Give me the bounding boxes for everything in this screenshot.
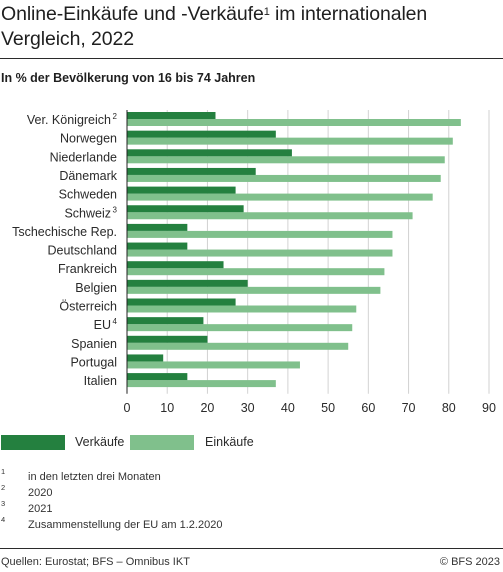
category-label: Portugal xyxy=(70,355,117,369)
bar-chart: 0 10 20 30 40 50 60 70 80 90 Ver. Königreich 2 Norwe… xyxy=(12,110,496,415)
footnote-text: Zusammenstellung der EU am 1.2.2020 xyxy=(28,519,223,531)
bar-verkaeufe xyxy=(127,149,292,157)
bar-verkaeufe xyxy=(127,335,208,343)
category-label: Ver. Königreich xyxy=(27,113,111,127)
category-label: Schweden xyxy=(59,188,117,202)
bar-verkaeufe xyxy=(127,317,204,325)
bar-verkaeufe xyxy=(127,373,188,381)
legend-label-verkaeufe: Verkäufe xyxy=(75,435,125,449)
legend-swatch-einkaeufe xyxy=(130,435,194,450)
bar-verkaeufe xyxy=(127,130,276,138)
footnote-text: 2020 xyxy=(28,487,53,499)
footnote-4: 4 Zusammenstellung der EU am 1.2.2020 xyxy=(0,515,503,533)
category-label: Dänemark xyxy=(59,169,117,183)
category-label: Norwegen xyxy=(60,132,117,146)
bar-einkaeufe xyxy=(127,212,413,220)
bar-verkaeufe xyxy=(127,112,216,119)
bar-verkaeufe xyxy=(127,242,188,250)
bar-verkaeufe xyxy=(127,279,248,287)
category-label: Spanien xyxy=(71,337,117,351)
bar-verkaeufe xyxy=(127,261,224,269)
bar-einkaeufe xyxy=(127,361,300,369)
title-divider xyxy=(0,58,503,59)
bar-einkaeufe xyxy=(127,174,441,182)
x-tick-label: 20 xyxy=(200,401,214,415)
chart-title: Online-Einkäufe und -Verkäufe1 im intern… xyxy=(1,2,501,52)
footnote-number: 4 xyxy=(1,515,6,524)
source-note: Quellen: Eurostat; BFS – Omnibus IKT xyxy=(1,556,190,568)
x-tick-label: 90 xyxy=(482,401,496,415)
category-label: Deutschland xyxy=(48,244,118,258)
bar-verkaeufe xyxy=(127,205,244,213)
bar-einkaeufe xyxy=(127,380,276,388)
footnote-text: in den letzten drei Monaten xyxy=(28,471,161,483)
title-footnote-marker: 1 xyxy=(263,6,270,18)
bar-einkaeufe xyxy=(127,119,461,126)
bar-einkaeufe xyxy=(127,286,381,294)
footer-divider xyxy=(0,548,503,549)
footnote-number: 3 xyxy=(1,499,6,508)
bar-verkaeufe xyxy=(127,186,236,194)
bar-einkaeufe xyxy=(127,342,349,350)
bar-einkaeufe xyxy=(127,324,353,332)
category-label: Frankreich xyxy=(58,262,117,276)
title-continuation: im internationalen Vergleich, 2022 xyxy=(1,3,428,50)
category-label: Schweiz xyxy=(64,206,111,220)
category-footnote-marker: 2 xyxy=(113,112,118,121)
bar-einkaeufe xyxy=(127,268,385,276)
x-tick-label: 10 xyxy=(160,401,174,415)
x-tick-label: 0 xyxy=(124,401,131,415)
chart-subtitle: In % der Bevölkerung von 16 bis 74 Jahre… xyxy=(1,71,256,85)
category-label: EU xyxy=(94,318,111,332)
x-tick-label: 60 xyxy=(361,401,375,415)
footnotes: 1 in den letzten drei Monaten 2 2020 3 2021… xyxy=(0,467,503,533)
legend-swatch-verkaeufe xyxy=(1,435,65,450)
category-label: Tschechische Rep. xyxy=(12,225,117,239)
footnote-2: 2 2020 xyxy=(0,483,503,501)
x-tick-label: 70 xyxy=(402,401,416,415)
x-tick-label: 50 xyxy=(321,401,335,415)
x-tick-label: 80 xyxy=(442,401,456,415)
bar-verkaeufe xyxy=(127,167,256,175)
title-main: Online-Einkäufe und -Verkäufe xyxy=(1,3,264,25)
bar-verkaeufe xyxy=(127,354,164,362)
footnote-1: 1 in den letzten drei Monaten xyxy=(0,467,503,485)
footnote-text: 2021 xyxy=(28,503,53,515)
category-label: Niederlande xyxy=(50,150,117,164)
bar-verkaeufe xyxy=(127,223,188,231)
bar-verkaeufe xyxy=(127,298,236,306)
bar-einkaeufe xyxy=(127,156,445,164)
bar-einkaeufe xyxy=(127,230,393,238)
category-footnote-marker: 3 xyxy=(113,205,118,214)
bar-einkaeufe xyxy=(127,193,433,201)
bar-einkaeufe xyxy=(127,137,453,145)
copyright-note: © BFS 2023 xyxy=(439,556,500,568)
footnote-number: 1 xyxy=(1,467,6,476)
x-tick-label: 30 xyxy=(241,401,255,415)
footnote-number: 2 xyxy=(1,483,6,492)
x-tick-label: 40 xyxy=(281,401,295,415)
category-label: Belgien xyxy=(75,281,117,295)
footnote-3: 3 2021 xyxy=(0,499,503,517)
legend-label-einkaeufe: Einkäufe xyxy=(205,435,254,449)
category-footnote-marker: 4 xyxy=(113,317,118,326)
category-label: Österreich xyxy=(59,300,117,314)
category-label: Italien xyxy=(84,374,117,388)
bar-einkaeufe xyxy=(127,305,357,313)
bar-einkaeufe xyxy=(127,249,393,257)
